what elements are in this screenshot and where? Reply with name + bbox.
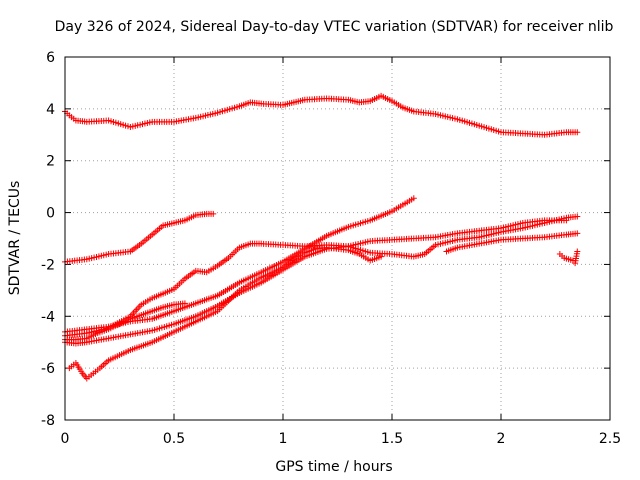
x-tick-label: 0 [61, 431, 70, 447]
x-axis-label: GPS time / hours [275, 459, 392, 475]
data-series [62, 92, 581, 382]
series-top-arc [62, 92, 581, 138]
y-tick-label: -2 [41, 257, 55, 273]
data-point [378, 253, 385, 260]
y-tick-label: -6 [41, 361, 55, 377]
series-late-segment [443, 230, 581, 255]
x-tick-label: 0.5 [163, 431, 185, 447]
x-tick-label: 2 [497, 431, 506, 447]
data-point [574, 213, 581, 220]
y-tick-label: 2 [46, 154, 55, 170]
data-point [563, 217, 570, 224]
y-tick-label: 0 [46, 206, 55, 222]
x-tick-label: 1 [279, 431, 288, 447]
data-point [574, 129, 581, 136]
data-point [410, 195, 417, 202]
data-point [574, 230, 581, 237]
y-tick-label: 6 [46, 50, 55, 66]
series-rising-early [62, 210, 217, 265]
x-tick-label: 1.5 [381, 431, 403, 447]
plot-frame [64, 56, 611, 421]
y-tick-label: 4 [46, 102, 55, 118]
series-bottom-rise [66, 244, 385, 382]
data-point [210, 210, 217, 217]
x-tick-label: 2.5 [599, 431, 621, 447]
grid-lines [65, 57, 610, 420]
y-axis-label: SDTVAR / TECUs [7, 181, 23, 296]
data-point [181, 300, 188, 307]
y-tick-label: -8 [41, 413, 55, 429]
tick-labels: 0 0.5 1 1.5 2 2.5 -8 -6 -4 -2 0 2 4 6 [41, 50, 621, 447]
y-tick-label: -4 [41, 309, 55, 325]
series-late-drop [556, 248, 581, 267]
chart-title: Day 326 of 2024, Sidereal Day-to-day VTE… [55, 19, 614, 35]
data-point [574, 248, 581, 255]
